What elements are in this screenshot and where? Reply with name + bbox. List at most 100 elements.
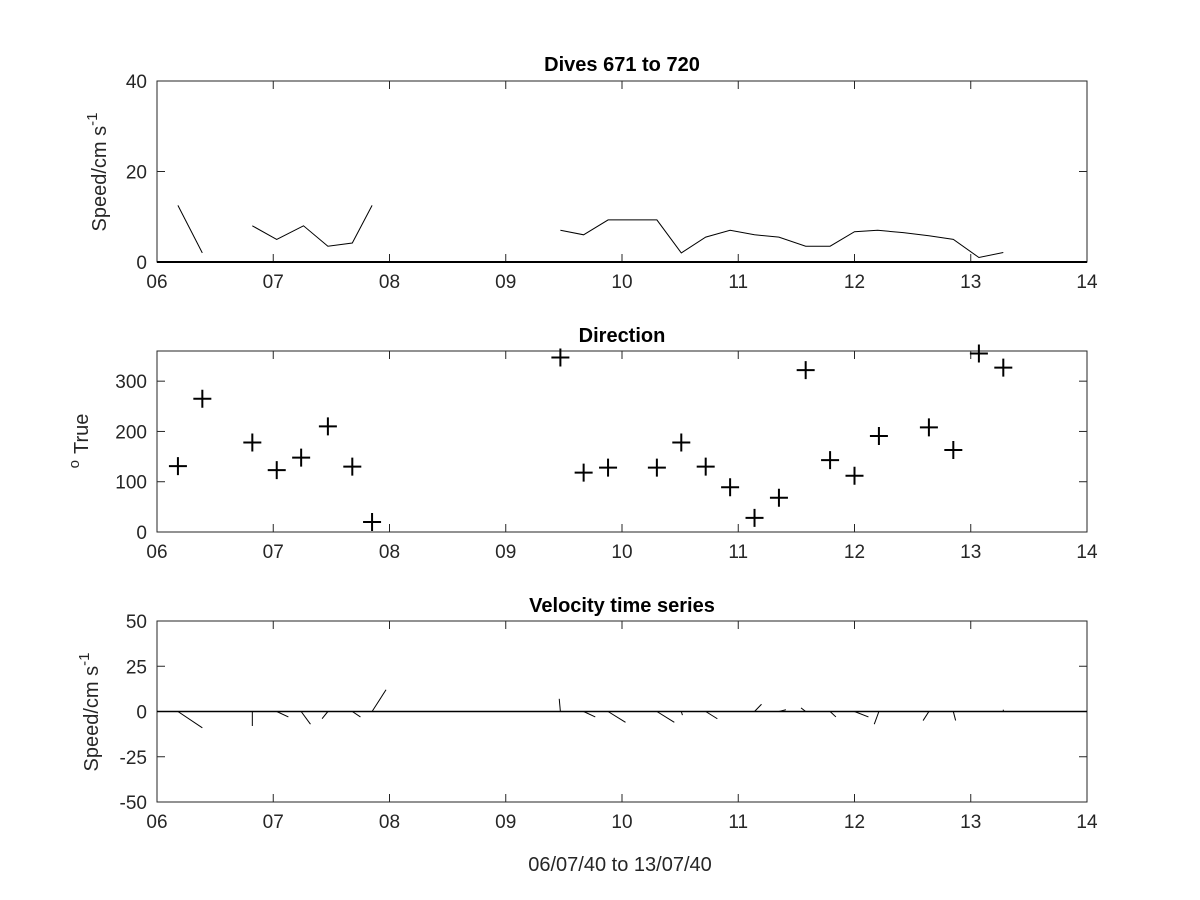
direction-point bbox=[696, 457, 715, 476]
direction-point bbox=[318, 417, 337, 436]
velocity-panel-ylabel-superscript: -1 bbox=[76, 653, 93, 666]
velocity-xtick-label: 08 bbox=[379, 812, 400, 833]
direction-point bbox=[769, 488, 788, 507]
direction-panel-title: Direction bbox=[579, 325, 666, 347]
speed-series-line bbox=[560, 219, 1004, 259]
speed-xtick-label: 09 bbox=[495, 272, 516, 293]
direction-point bbox=[745, 508, 764, 527]
speed-ytick-label: 20 bbox=[126, 163, 147, 184]
velocity-stick bbox=[952, 711, 957, 721]
velocity-stick bbox=[321, 711, 329, 720]
direction-point bbox=[845, 466, 864, 485]
speed-xtick-label: 12 bbox=[844, 272, 865, 293]
direction-point bbox=[796, 361, 815, 380]
velocity-xtick-label: 07 bbox=[263, 812, 284, 833]
direction-panel: Direction o True 06 07 08 09 10 11 12 13 14 0 100 20… bbox=[66, 325, 1098, 563]
direction-point bbox=[574, 463, 593, 482]
velocity-stick bbox=[607, 711, 626, 723]
velocity-stick bbox=[680, 711, 683, 716]
direction-xtick-label: 11 bbox=[728, 542, 748, 563]
direction-panel-ylabel: o True bbox=[66, 414, 93, 469]
speed-panel-title: Dives 671 to 720 bbox=[544, 54, 700, 76]
speed-panel-ylabel-text: Speed/cm s bbox=[89, 126, 111, 232]
direction-point bbox=[267, 461, 286, 480]
direction-point bbox=[243, 433, 262, 452]
velocity-ytick-label: -25 bbox=[120, 748, 147, 769]
direction-point bbox=[193, 389, 212, 408]
velocity-stick bbox=[854, 711, 869, 718]
velocity-stick bbox=[300, 711, 311, 725]
direction-ytick-label: 300 bbox=[115, 372, 147, 393]
velocity-stick bbox=[656, 711, 675, 723]
speed-panel-ylabel-superscript: -1 bbox=[84, 113, 101, 126]
direction-point bbox=[672, 433, 691, 452]
direction-point bbox=[168, 457, 187, 476]
speed-series-line bbox=[252, 205, 373, 247]
direction-point bbox=[869, 426, 888, 445]
direction-point bbox=[647, 458, 666, 477]
direction-point bbox=[969, 344, 988, 363]
direction-ytick-label: 0 bbox=[136, 523, 147, 544]
direction-point bbox=[599, 458, 618, 477]
velocity-panel-ylabel: Speed/cm s-1 bbox=[76, 653, 103, 772]
velocity-ytick-label: -50 bbox=[120, 793, 147, 814]
velocity-xtick-label: 06 bbox=[146, 812, 167, 833]
speed-panel: Dives 671 to 720 Speed/cm s-1 06 07 08 09 10… bbox=[84, 54, 1098, 293]
velocity-stick bbox=[371, 689, 387, 712]
velocity-stick bbox=[800, 707, 806, 712]
speed-ytick-label: 40 bbox=[126, 72, 147, 93]
velocity-ytick-label: 25 bbox=[126, 657, 147, 678]
velocity-xtick-label: 10 bbox=[611, 812, 632, 833]
direction-point bbox=[994, 358, 1013, 377]
velocity-xtick-label: 13 bbox=[960, 812, 981, 833]
velocity-xtick-label: 12 bbox=[844, 812, 865, 833]
direction-ytick-label: 100 bbox=[115, 473, 147, 494]
velocity-panel: Velocity time series Speed/cm s-1 06/07/… bbox=[76, 595, 1098, 876]
direction-xtick-label: 06 bbox=[146, 542, 167, 563]
velocity-panel-ylabel-text: Speed/cm s bbox=[81, 666, 103, 772]
speed-panel-ylabel: Speed/cm s-1 bbox=[84, 113, 111, 232]
speed-xtick-label: 13 bbox=[960, 272, 981, 293]
velocity-stick bbox=[558, 698, 561, 712]
speed-xtick-label: 11 bbox=[728, 272, 748, 293]
direction-xtick-label: 09 bbox=[495, 542, 516, 563]
velocity-xtick-label: 09 bbox=[495, 812, 516, 833]
direction-point bbox=[343, 457, 362, 476]
speed-xtick-label: 06 bbox=[146, 272, 167, 293]
velocity-stick bbox=[276, 711, 289, 718]
direction-xtick-label: 07 bbox=[263, 542, 284, 563]
velocity-stick bbox=[705, 711, 718, 720]
direction-point bbox=[292, 448, 311, 467]
velocity-panel-xlabel: 06/07/40 to 13/07/40 bbox=[528, 854, 712, 876]
direction-point bbox=[363, 512, 382, 531]
direction-xtick-label: 13 bbox=[960, 542, 981, 563]
speed-xtick-label: 07 bbox=[263, 272, 284, 293]
direction-xtick-label: 10 bbox=[611, 542, 632, 563]
velocity-ytick-label: 50 bbox=[126, 612, 147, 633]
velocity-stick bbox=[177, 711, 203, 729]
velocity-stick bbox=[754, 703, 762, 712]
velocity-stick bbox=[583, 711, 596, 718]
velocity-xtick-label: 14 bbox=[1076, 812, 1098, 833]
speed-ytick-label: 0 bbox=[136, 253, 147, 274]
velocity-stick bbox=[873, 711, 880, 725]
velocity-stick bbox=[829, 711, 837, 718]
speed-xtick-label: 14 bbox=[1076, 272, 1098, 293]
speed-xtick-label: 10 bbox=[611, 272, 632, 293]
direction-point bbox=[944, 441, 963, 460]
direction-ytick-label: 200 bbox=[115, 422, 147, 443]
velocity-panel-title: Velocity time series bbox=[529, 595, 715, 617]
direction-panel-ylabel-text: True bbox=[71, 414, 93, 454]
velocity-xtick-label: 11 bbox=[728, 812, 748, 833]
direction-point bbox=[919, 418, 938, 437]
direction-point bbox=[721, 478, 740, 497]
direction-panel-ylabel-prefix: o bbox=[66, 460, 83, 468]
direction-xtick-label: 14 bbox=[1076, 542, 1098, 563]
direction-point bbox=[551, 348, 570, 367]
speed-xtick-label: 08 bbox=[379, 272, 400, 293]
direction-xtick-label: 12 bbox=[844, 542, 865, 563]
velocity-ytick-label: 0 bbox=[136, 703, 147, 724]
velocity-stick bbox=[922, 711, 930, 721]
